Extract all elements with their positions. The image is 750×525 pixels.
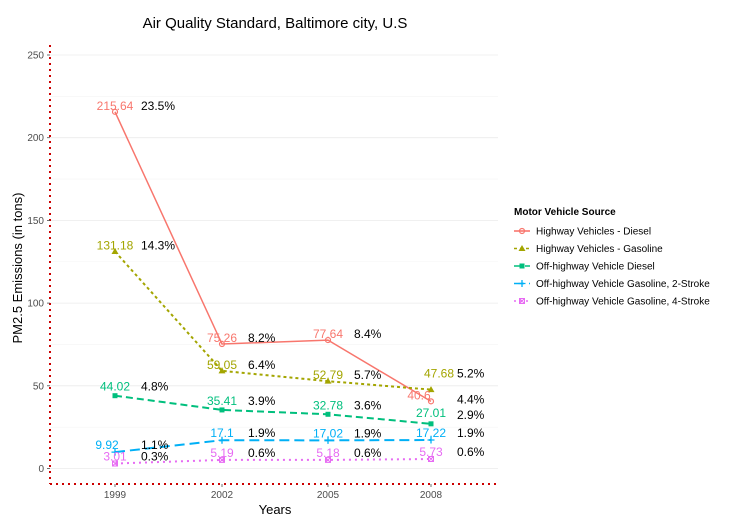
data-label: 5.73 (419, 445, 443, 459)
y-tick-label: 50 (33, 381, 45, 392)
y-axis-title: PM2.5 Emissions (in tons) (10, 193, 25, 344)
data-point (324, 377, 332, 384)
percent-label: 1.9% (457, 426, 485, 440)
x-tick-label: 2005 (317, 490, 340, 501)
chart-title: Air Quality Standard, Baltimore city, U.… (143, 15, 408, 32)
data-label: 5.19 (210, 446, 234, 460)
data-point (325, 411, 331, 417)
y-tick-label: 150 (27, 216, 44, 227)
data-label: 35.41 (207, 394, 237, 408)
data-label: 44.02 (100, 380, 130, 394)
percent-label: 4.8% (141, 380, 169, 394)
data-label: 17.22 (416, 426, 446, 440)
series-line (114, 439, 432, 454)
legend-key-marker (519, 298, 525, 304)
legend-label: Off-highway Vehicle Diesel (536, 262, 655, 273)
legend-key-marker (519, 263, 525, 269)
data-point (324, 336, 332, 344)
data-label: 59.05 (207, 358, 237, 372)
percent-label: 1.9% (248, 426, 276, 440)
y-tick-label: 0 (38, 464, 44, 475)
percent-label: 6.4% (248, 358, 276, 372)
series-line (114, 250, 432, 391)
series-line (114, 394, 432, 425)
percent-label: 0.6% (248, 446, 276, 460)
y-tick-label: 250 (27, 51, 44, 62)
percent-label: 2.9% (457, 408, 485, 422)
x-tick-label: 2002 (211, 490, 234, 501)
data-point (111, 108, 119, 115)
data-point (427, 436, 435, 444)
data-label: 27.01 (416, 406, 446, 420)
data-label: 77.64 (313, 327, 343, 341)
data-point (218, 340, 226, 348)
percent-label: 4.4% (457, 392, 485, 406)
data-point (428, 456, 434, 463)
data-point (219, 456, 225, 463)
data-point (111, 448, 119, 456)
data-label: 40.6 (407, 388, 431, 402)
legend-label: Highway Vehicles - Gasoline (536, 244, 663, 255)
percent-label: 14.3% (141, 239, 175, 253)
y-tick-label: 200 (27, 133, 44, 144)
legend-title: Motor Vehicle Source (514, 207, 616, 218)
data-label: 17.1 (210, 426, 234, 440)
series-line (114, 458, 432, 465)
data-point (325, 456, 331, 463)
percent-label: 23.5% (141, 99, 175, 113)
data-point (218, 436, 226, 444)
data-point (427, 386, 435, 393)
data-point (112, 393, 118, 399)
percent-label: 3.6% (354, 398, 382, 412)
axes (49, 45, 498, 485)
legend-label: Highway Vehicles - Diesel (536, 227, 651, 238)
legend-key-marker (518, 227, 526, 235)
data-point (427, 398, 435, 405)
data-point (218, 367, 226, 374)
x-tick-label: 1999 (104, 490, 127, 501)
data-point (112, 460, 118, 467)
data-label: 47.68 (424, 367, 454, 381)
data-label: 131.18 (97, 239, 134, 253)
legend-key-marker (518, 245, 526, 251)
series-line (114, 111, 432, 402)
percent-label: 0.6% (457, 445, 485, 459)
percent-label: 0.3% (141, 450, 169, 464)
percent-label: 5.7% (354, 368, 382, 382)
legend: Motor Vehicle Source Highway Vehicles - … (514, 207, 710, 308)
data-label: 3.01 (103, 450, 127, 464)
grid (50, 54, 498, 469)
data-label: 32.78 (313, 398, 343, 412)
percent-label: 8.2% (248, 331, 276, 345)
data-label: 215.64 (97, 99, 134, 113)
data-label: 9.92 (95, 438, 119, 452)
legend-label: Off-highway Vehicle Gasoline, 2-Stroke (536, 279, 710, 290)
x-tick-label: 2008 (420, 490, 443, 501)
percent-label: 5.2% (457, 367, 485, 381)
y-tick-label: 100 (27, 299, 44, 310)
data-label: 5.18 (316, 446, 340, 460)
data-point (111, 248, 119, 255)
data-label: 52.79 (313, 368, 343, 382)
data-label: 17.02 (313, 426, 343, 440)
data-labels: 215.64 23.5% 75.26 8.2% 77.64 8.4% 40.6 4.4% 131… (95, 99, 484, 464)
legend-key-marker (518, 280, 526, 287)
data-point (428, 421, 434, 427)
data-label: 75.26 (207, 331, 237, 345)
series-lines (111, 108, 435, 467)
percent-label: 1.1% (141, 438, 169, 452)
percent-label: 0.6% (354, 446, 382, 460)
percent-label: 3.9% (248, 394, 276, 408)
legend-label: Off-highway Vehicle Gasoline, 4-Stroke (536, 297, 710, 308)
tick-labels: 0 50 100 150 200 250 1999 2002 2005 2008 (27, 51, 442, 502)
percent-label: 8.4% (354, 327, 382, 341)
data-point (324, 436, 332, 444)
percent-label: 1.9% (354, 426, 382, 440)
data-point (219, 407, 225, 413)
x-axis-title: Years (259, 502, 292, 517)
